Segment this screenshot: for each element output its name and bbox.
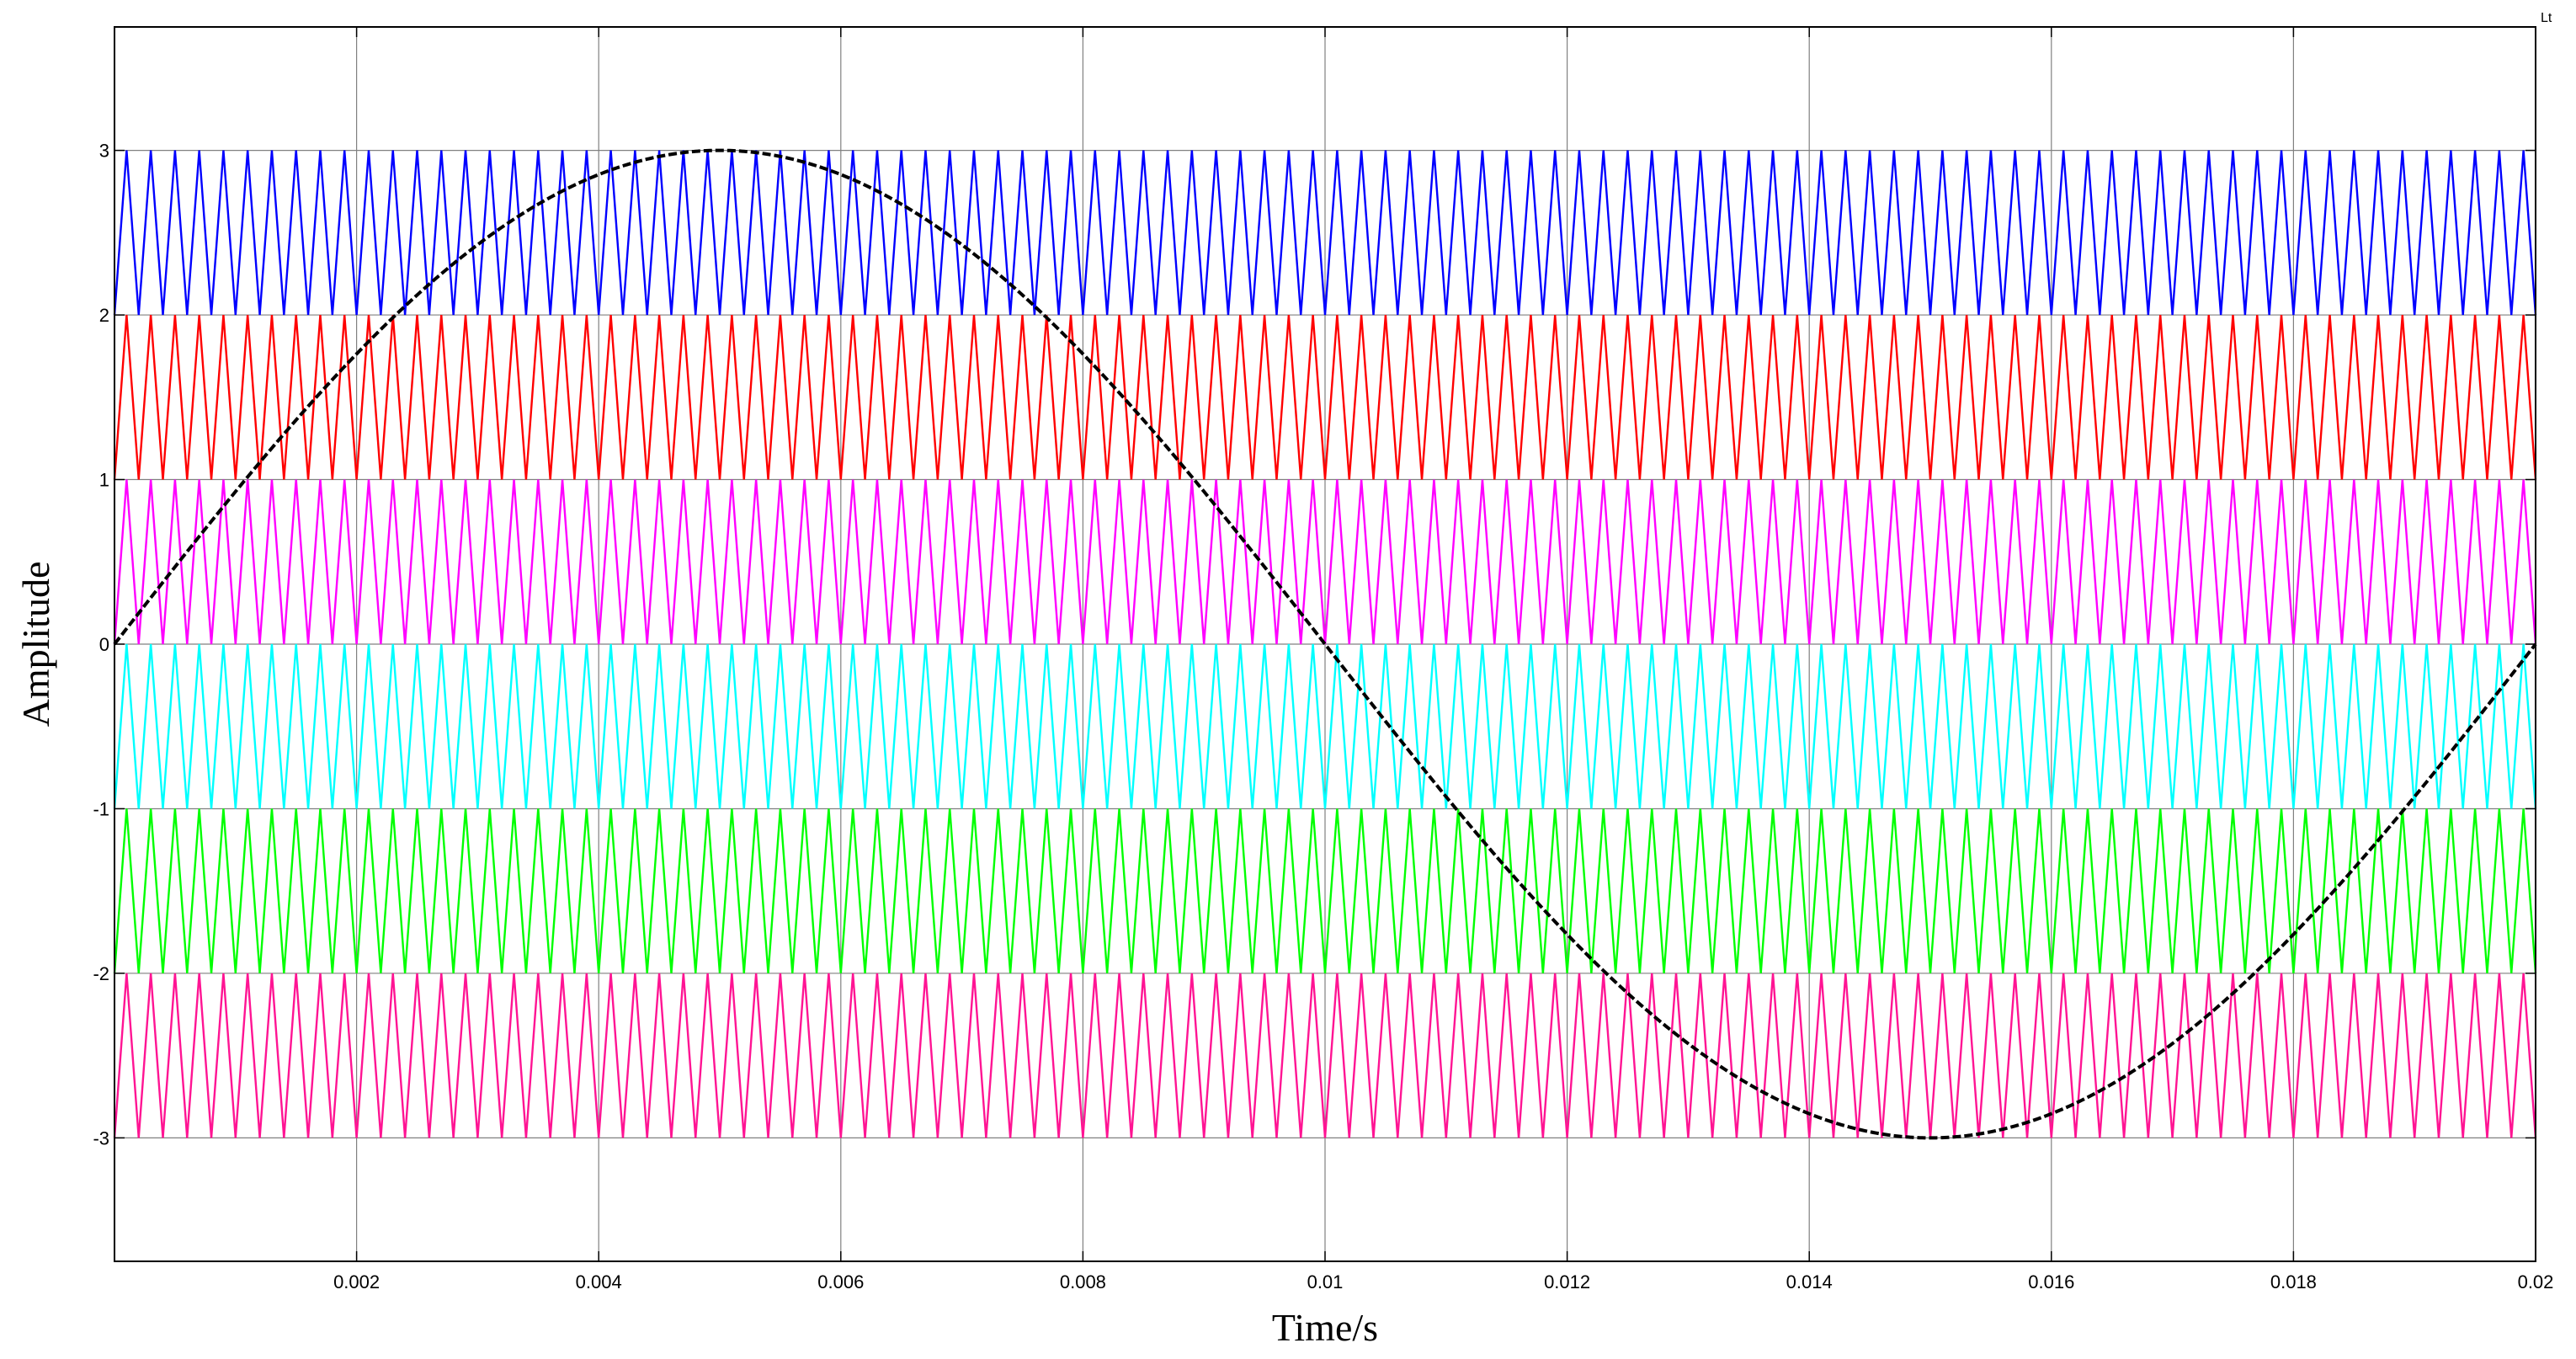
- y-axis-label: Amplitude: [14, 562, 57, 727]
- reference-sine: [113, 148, 2537, 1140]
- y-tick-label: 2: [99, 305, 109, 326]
- carrier-series-4: [113, 643, 2537, 809]
- x-tick-label: 0.01: [1307, 1271, 1344, 1292]
- y-tick-label: -2: [93, 963, 109, 984]
- x-tick-label: 0.004: [576, 1271, 622, 1292]
- carrier-series-2: [113, 314, 2537, 480]
- carrier-waves: [113, 150, 2537, 1138]
- reference-sine-line: [113, 148, 2537, 1140]
- x-tick-label: 0.02: [2518, 1271, 2554, 1292]
- y-tick-label: -3: [93, 1127, 109, 1148]
- x-tick-label: 0.016: [2028, 1271, 2074, 1292]
- x-tick-label: 0.018: [2270, 1271, 2317, 1292]
- carrier-series-5: [113, 808, 2537, 974]
- carrier-series-3: [113, 479, 2537, 645]
- x-tick-label: 0.014: [1786, 1271, 1833, 1292]
- corner-mark: Lt: [2541, 11, 2552, 25]
- carrier-series-6: [113, 973, 2537, 1138]
- carrier-series-1: [113, 150, 2537, 316]
- x-tick-label: 0.008: [1060, 1271, 1106, 1292]
- y-tick-label: -1: [93, 798, 109, 819]
- x-tick-label: 0.002: [333, 1271, 380, 1292]
- x-axis-label: Time/s: [1272, 1306, 1378, 1349]
- x-tick-label: 0.012: [1544, 1271, 1590, 1292]
- y-tick-label: 3: [99, 141, 109, 162]
- x-tick-label: 0.006: [817, 1271, 864, 1292]
- y-tick-label: 0: [99, 634, 109, 655]
- y-tick-label: 1: [99, 470, 109, 491]
- axis-ticks: 0.002 0.004 0.006 0.008 0.01 0.012 0.014 0.016 0…: [93, 27, 2553, 1292]
